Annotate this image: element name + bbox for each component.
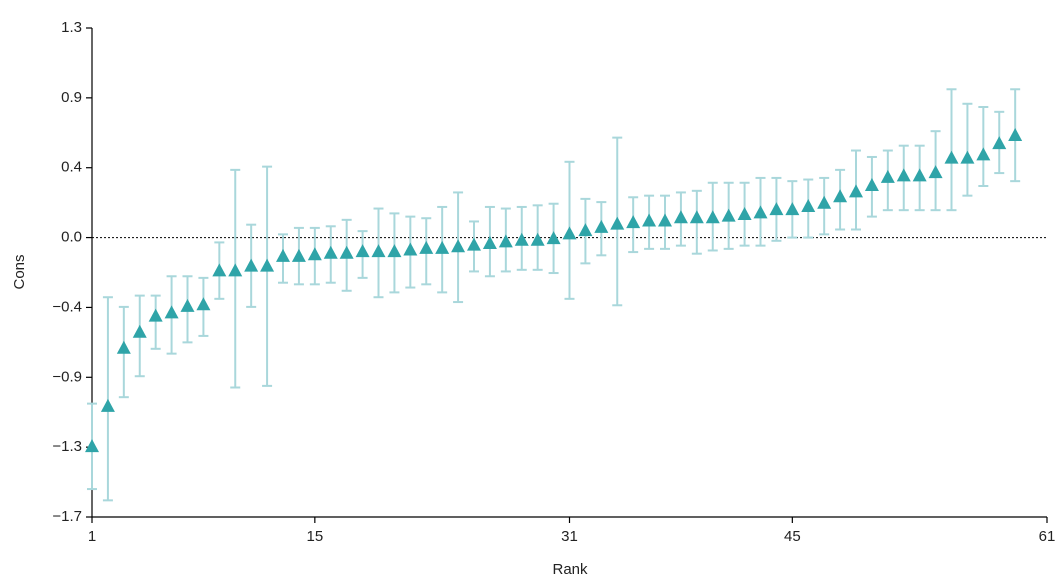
point <box>403 242 418 256</box>
point <box>578 223 593 237</box>
point <box>276 248 290 262</box>
point <box>307 247 322 261</box>
point <box>705 210 720 224</box>
point <box>801 198 816 212</box>
point <box>864 177 879 191</box>
point <box>387 244 402 258</box>
y-axis-label: Cons <box>11 254 28 289</box>
point <box>769 202 784 216</box>
point <box>594 219 609 233</box>
x-tick-label: 31 <box>561 528 578 545</box>
point <box>530 232 545 246</box>
point <box>339 245 354 259</box>
point <box>180 298 195 312</box>
point <box>642 213 657 227</box>
point <box>514 232 529 246</box>
y-tick-label: 0.4 <box>61 159 82 176</box>
point <box>435 240 450 254</box>
point <box>419 240 434 254</box>
point <box>689 210 704 224</box>
point <box>976 147 991 161</box>
point <box>1008 128 1023 142</box>
point <box>753 205 768 219</box>
point <box>132 324 147 338</box>
x-tick-label: 1 <box>88 528 96 545</box>
y-tick-label: 1.3 <box>61 19 82 36</box>
point <box>212 263 227 277</box>
point <box>992 136 1007 150</box>
point <box>244 258 259 272</box>
y-tick-label: −1.3 <box>52 438 82 455</box>
point <box>912 168 927 182</box>
x-tick-label: 45 <box>784 528 801 545</box>
point <box>116 340 131 354</box>
point <box>610 216 625 230</box>
point <box>164 305 179 319</box>
y-tick-label: −0.9 <box>52 368 82 385</box>
point <box>148 308 163 322</box>
x-tick-label: 61 <box>1039 528 1056 545</box>
y-tick-label: −0.4 <box>52 298 82 315</box>
point <box>673 210 688 224</box>
point <box>291 248 306 262</box>
point <box>196 297 211 311</box>
point <box>228 263 243 277</box>
point <box>100 398 115 412</box>
point <box>260 258 275 272</box>
point <box>896 168 911 182</box>
y-tick-label: 0.0 <box>61 229 82 246</box>
point <box>451 239 466 253</box>
point <box>85 439 99 453</box>
point <box>944 150 959 164</box>
point <box>833 189 848 203</box>
point <box>498 234 513 248</box>
point <box>371 244 386 258</box>
point <box>323 245 338 259</box>
point <box>467 237 481 251</box>
point <box>849 184 863 198</box>
y-tick-label: 0.9 <box>61 89 82 106</box>
point <box>482 236 497 250</box>
point <box>658 213 672 227</box>
point <box>721 208 736 222</box>
x-axis-label: Rank <box>552 561 588 578</box>
point <box>880 169 895 183</box>
point <box>355 244 370 258</box>
x-tick-label: 15 <box>306 528 323 545</box>
point <box>928 165 943 179</box>
y-tick-label: −1.7 <box>52 508 82 525</box>
point <box>785 202 800 216</box>
point <box>817 195 832 209</box>
point <box>626 215 641 229</box>
point <box>562 226 577 240</box>
point <box>960 150 975 164</box>
point <box>546 231 561 245</box>
point <box>737 207 752 221</box>
